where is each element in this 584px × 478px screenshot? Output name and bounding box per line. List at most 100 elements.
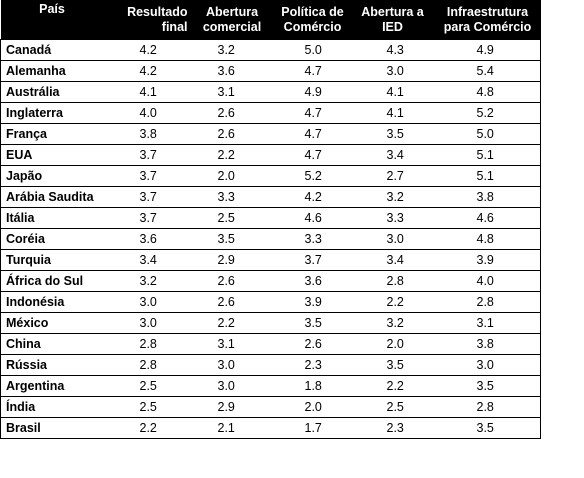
abertura-ied-cell: 2.2 <box>350 291 435 313</box>
table-row: Rússia 2.8 3.0 2.3 3.5 3.0 <box>0 354 541 376</box>
politica-comercio-cell: 3.9 <box>274 291 351 313</box>
country-cell: México <box>0 312 104 334</box>
abertura-comercial-cell: 2.2 <box>189 144 275 166</box>
abertura-ied-cell: 3.5 <box>350 123 435 145</box>
resultado-final-cell: 4.1 <box>103 81 190 103</box>
header-resultado-final-label: Resultado final <box>127 4 188 34</box>
abertura-ied-cell: 2.5 <box>350 396 435 418</box>
country-cell: Arábia Saudita <box>0 186 104 208</box>
resultado-final-cell: 2.5 <box>103 375 190 397</box>
table-row: EUA 3.7 2.2 4.7 3.4 5.1 <box>0 144 541 166</box>
abertura-ied-cell: 3.4 <box>350 249 435 271</box>
table-row: Austrália 4.1 3.1 4.9 4.1 4.8 <box>0 81 541 103</box>
table-row: África do Sul 3.2 2.6 3.6 2.8 4.0 <box>0 270 541 292</box>
resultado-final-cell: 3.6 <box>103 228 190 250</box>
resultado-final-cell: 3.2 <box>103 270 190 292</box>
abertura-comercial-cell: 2.1 <box>189 417 275 439</box>
infraestrutura-cell: 5.1 <box>434 165 541 187</box>
table-row: Indonésia 3.0 2.6 3.9 2.2 2.8 <box>0 291 541 313</box>
resultado-final-cell: 4.0 <box>103 102 190 124</box>
country-cell: Austrália <box>0 81 104 103</box>
infraestrutura-cell: 4.8 <box>434 228 541 250</box>
table-row: Índia 2.5 2.9 2.0 2.5 2.8 <box>0 396 541 418</box>
resultado-final-cell: 3.7 <box>103 165 190 187</box>
abertura-ied-cell: 3.5 <box>350 354 435 376</box>
table-row: Itália 3.7 2.5 4.6 3.3 4.6 <box>0 207 541 229</box>
infraestrutura-cell: 4.8 <box>434 81 541 103</box>
infraestrutura-cell: 3.1 <box>434 312 541 334</box>
resultado-final-cell: 3.7 <box>103 144 190 166</box>
country-cell: EUA <box>0 144 104 166</box>
infraestrutura-cell: 5.0 <box>434 123 541 145</box>
politica-comercio-cell: 2.6 <box>274 333 351 355</box>
header-abertura-ied: Abertura a IED <box>350 0 435 40</box>
abertura-comercial-cell: 2.6 <box>189 102 275 124</box>
country-cell: Canadá <box>0 39 104 61</box>
header-infraestrutura: Infraestrutura para Comércio <box>434 0 541 40</box>
abertura-comercial-cell: 2.6 <box>189 291 275 313</box>
politica-comercio-cell: 3.5 <box>274 312 351 334</box>
infraestrutura-cell: 4.6 <box>434 207 541 229</box>
resultado-final-cell: 3.0 <box>103 291 190 313</box>
abertura-ied-cell: 3.0 <box>350 228 435 250</box>
abertura-comercial-cell: 2.9 <box>189 249 275 271</box>
header-pais: País <box>0 0 104 40</box>
country-cell: China <box>0 333 104 355</box>
ranking-table: País Resultado final Abertura comercial … <box>0 0 541 439</box>
country-cell: Alemanha <box>0 60 104 82</box>
table-row: Inglaterra 4.0 2.6 4.7 4.1 5.2 <box>0 102 541 124</box>
politica-comercio-cell: 5.2 <box>274 165 351 187</box>
country-cell: Indonésia <box>0 291 104 313</box>
resultado-final-cell: 4.2 <box>103 60 190 82</box>
table-header: País Resultado final Abertura comercial … <box>0 0 541 40</box>
country-cell: França <box>0 123 104 145</box>
table-row: Coréia 3.6 3.5 3.3 3.0 4.8 <box>0 228 541 250</box>
abertura-ied-cell: 2.3 <box>350 417 435 439</box>
infraestrutura-cell: 2.8 <box>434 396 541 418</box>
header-politica-comercio-label: Política de Comércio <box>281 4 344 34</box>
header-abertura-comercial: Abertura comercial <box>189 0 275 40</box>
politica-comercio-cell: 5.0 <box>274 39 351 61</box>
politica-comercio-cell: 4.7 <box>274 123 351 145</box>
table-body: Canadá 4.2 3.2 5.0 4.3 4.9 Alemanha 4.2 3.6 4.7 3.… <box>0 39 541 439</box>
abertura-ied-cell: 3.2 <box>350 186 435 208</box>
resultado-final-cell: 2.2 <box>103 417 190 439</box>
politica-comercio-cell: 1.8 <box>274 375 351 397</box>
infraestrutura-cell: 3.0 <box>434 354 541 376</box>
infraestrutura-cell: 3.5 <box>434 417 541 439</box>
abertura-ied-cell: 3.2 <box>350 312 435 334</box>
infraestrutura-cell: 3.8 <box>434 333 541 355</box>
abertura-ied-cell: 2.2 <box>350 375 435 397</box>
politica-comercio-cell: 3.3 <box>274 228 351 250</box>
header-politica-comercio: Política de Comércio <box>274 0 351 40</box>
abertura-comercial-cell: 2.2 <box>189 312 275 334</box>
politica-comercio-cell: 4.7 <box>274 102 351 124</box>
country-cell: Coréia <box>0 228 104 250</box>
resultado-final-cell: 2.5 <box>103 396 190 418</box>
politica-comercio-cell: 4.6 <box>274 207 351 229</box>
abertura-comercial-cell: 3.6 <box>189 60 275 82</box>
header-abertura-comercial-label: Abertura comercial <box>202 4 262 34</box>
country-cell: Turquia <box>0 249 104 271</box>
table-row: Japão 3.7 2.0 5.2 2.7 5.1 <box>0 165 541 187</box>
abertura-comercial-cell: 3.0 <box>189 354 275 376</box>
country-cell: Inglaterra <box>0 102 104 124</box>
resultado-final-cell: 3.4 <box>103 249 190 271</box>
politica-comercio-cell: 4.7 <box>274 60 351 82</box>
abertura-ied-cell: 2.7 <box>350 165 435 187</box>
country-cell: Rússia <box>0 354 104 376</box>
abertura-ied-cell: 2.0 <box>350 333 435 355</box>
country-cell: Argentina <box>0 375 104 397</box>
header-abertura-ied-label: Abertura a IED <box>361 4 424 34</box>
country-cell: Índia <box>0 396 104 418</box>
abertura-comercial-cell: 2.9 <box>189 396 275 418</box>
politica-comercio-cell: 4.7 <box>274 144 351 166</box>
abertura-ied-cell: 2.8 <box>350 270 435 292</box>
politica-comercio-cell: 2.0 <box>274 396 351 418</box>
abertura-ied-cell: 3.0 <box>350 60 435 82</box>
politica-comercio-cell: 4.2 <box>274 186 351 208</box>
header-pais-label: País <box>39 2 65 16</box>
politica-comercio-cell: 4.9 <box>274 81 351 103</box>
infraestrutura-cell: 4.0 <box>434 270 541 292</box>
resultado-final-cell: 4.2 <box>103 39 190 61</box>
